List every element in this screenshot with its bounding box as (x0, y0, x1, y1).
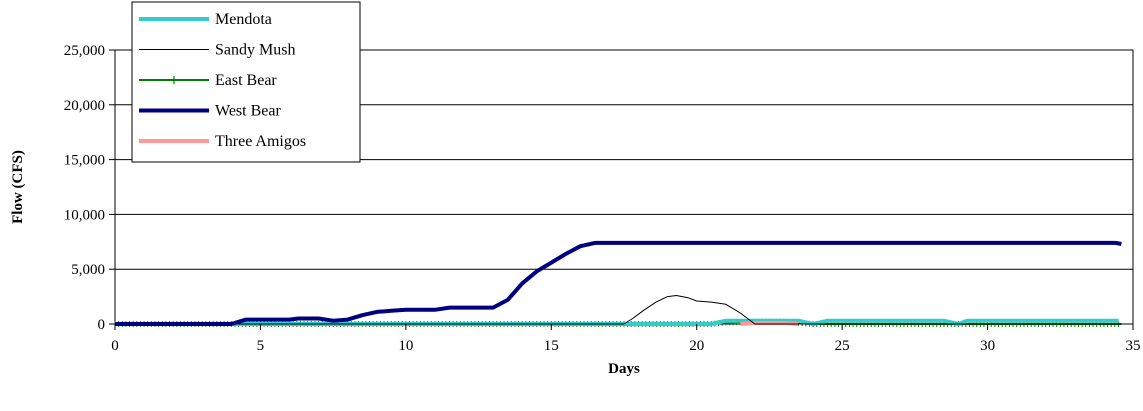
y-tick-label: 10,000 (64, 207, 105, 223)
legend-label-east-bear: East Bear (215, 72, 277, 89)
legend-label-three-amigos: Three Amigos (215, 133, 306, 150)
x-tick-label: 20 (689, 338, 704, 354)
x-tick-label: 0 (111, 338, 119, 354)
y-tick-label: 15,000 (64, 153, 105, 169)
legend-box (131, 1, 361, 163)
x-tick-label: 35 (1126, 338, 1141, 354)
series-line-west-bear (115, 240, 1122, 326)
x-tick-label: 25 (835, 338, 850, 354)
legend-marker (170, 76, 178, 84)
x-tick-label: 10 (398, 338, 413, 354)
y-tick-label: 5,000 (71, 262, 105, 278)
y-tick-label: 0 (98, 317, 106, 333)
x-axis-title: Days (608, 361, 640, 377)
legend-label-west-bear: West Bear (215, 103, 281, 120)
legend: Mendota Sandy Mush East Bear West Bear Three… (131, 1, 361, 163)
series-line-mendota (115, 318, 1119, 326)
y-tick-label: 25,000 (64, 43, 105, 59)
series-line-sandy-mush (115, 295, 1122, 325)
x-tick-label: 5 (257, 338, 265, 354)
legend-label-mendota: Mendota (215, 11, 272, 28)
x-tick-label: 15 (544, 338, 559, 354)
series-lines (112, 240, 1122, 327)
y-tick-label: 20,000 (64, 98, 105, 114)
legend-label-sandy-mush: Sandy Mush (215, 42, 295, 59)
y-axis-title: Flow (CFS) (10, 150, 26, 224)
x-tick-label: 30 (980, 338, 995, 354)
axes: 0 5,000 10,000 15,000 20,000 25,000 0 5 10 15 20 25… (64, 43, 1141, 354)
